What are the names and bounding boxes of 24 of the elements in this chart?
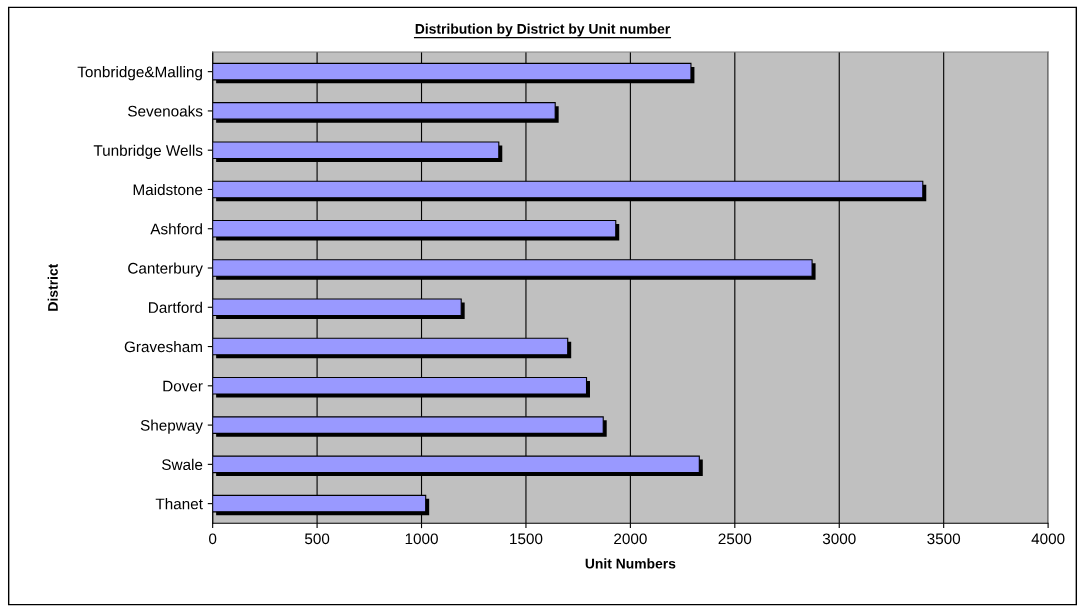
y-tick-label: Dover bbox=[163, 380, 203, 392]
x-tick-label: 4000 bbox=[1031, 533, 1065, 545]
y-tick-label: Shepway bbox=[140, 419, 203, 434]
y-tick-label: Tunbridge Wells bbox=[93, 144, 203, 159]
y-tick-label: Sevenoaks bbox=[128, 105, 203, 117]
y-tick-label: Tonbridge&Malling bbox=[77, 66, 202, 81]
x-tick-label: 3500 bbox=[927, 533, 961, 545]
y-axis-title: District bbox=[47, 263, 58, 311]
y-tick-label: Ashford bbox=[150, 223, 202, 235]
x-tick-label: 3000 bbox=[822, 533, 856, 545]
x-tick-label: 1500 bbox=[510, 533, 543, 545]
x-tick-label: 2000 bbox=[614, 533, 647, 545]
y-tick-label: Canterbury bbox=[128, 262, 203, 277]
x-tick-label: 500 bbox=[304, 533, 330, 545]
y-tick-label: Maidstone bbox=[133, 183, 203, 196]
y-tick-label: Gravesham bbox=[124, 341, 202, 353]
chart-title: Distribution by District by Unit number bbox=[415, 23, 670, 37]
x-axis-title: Unit Numbers bbox=[585, 558, 676, 569]
y-tick-label: Dartford bbox=[149, 301, 202, 313]
x-tick-label: 1000 bbox=[405, 533, 438, 545]
y-tick-label: Thanet bbox=[155, 498, 203, 510]
x-tick-label: 0 bbox=[209, 533, 217, 545]
x-tick-label: 2500 bbox=[718, 533, 752, 545]
y-tick-label: Swale bbox=[162, 458, 203, 471]
